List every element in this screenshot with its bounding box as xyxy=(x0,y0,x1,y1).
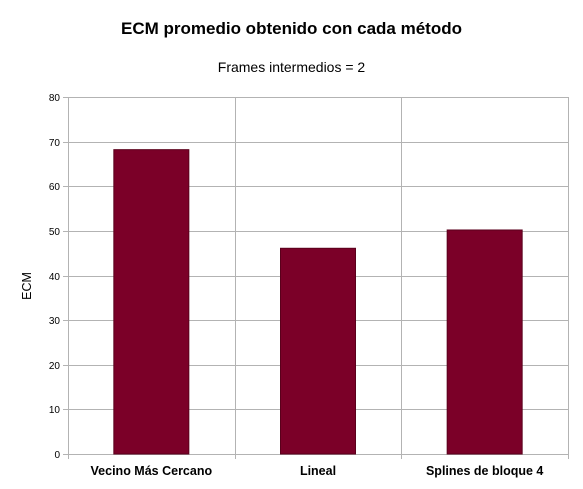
y-axis-label: ECM xyxy=(20,272,34,300)
y-tick-label: 40 xyxy=(49,272,61,283)
y-tick-label: 0 xyxy=(54,450,60,461)
chart-subtitle: Frames intermedios = 2 xyxy=(217,59,366,75)
y-tick-label: 10 xyxy=(49,405,61,416)
y-tick-label: 60 xyxy=(49,182,61,193)
bar-layer xyxy=(113,149,523,455)
x-tick-label: Lineal xyxy=(300,464,336,478)
y-tick-label: 80 xyxy=(49,93,61,104)
chart-title: ECM promedio obtenido con cada método xyxy=(121,19,462,38)
bar xyxy=(113,149,190,455)
y-tick-label: 70 xyxy=(49,138,61,149)
y-tick-label: 20 xyxy=(49,361,61,372)
y-tick-label: 30 xyxy=(49,316,61,327)
label-layer: 0 10 20 30 40 50 60 70 80 Vecino Más Cercano Linea… xyxy=(49,93,544,478)
bar xyxy=(446,229,523,455)
y-tick-label: 50 xyxy=(49,227,61,238)
bar xyxy=(280,247,356,455)
x-tick-label: Splines de bloque 4 xyxy=(426,464,543,478)
x-tick-label: Vecino Más Cercano xyxy=(91,464,213,478)
